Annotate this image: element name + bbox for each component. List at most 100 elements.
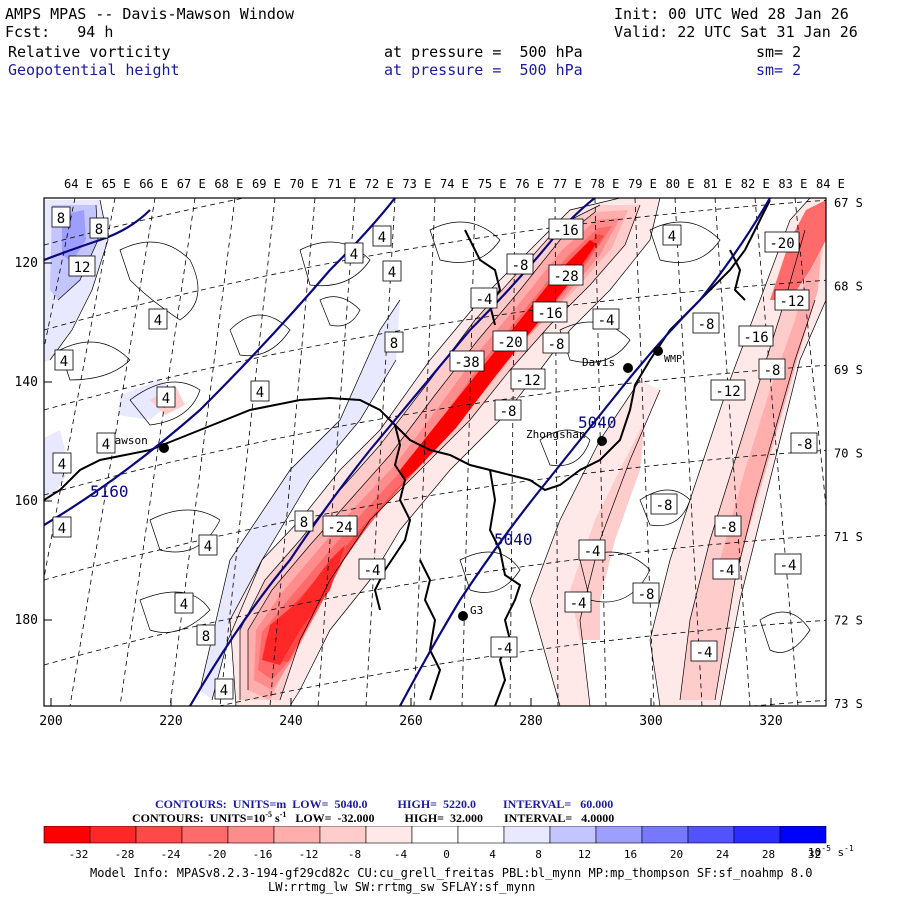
vorticity-label: -4	[496, 641, 513, 657]
latitude-label: 73 S	[834, 697, 863, 711]
colorbar-swatch	[411, 826, 459, 844]
vorticity-label-box	[52, 452, 72, 474]
longitude-label: 65 E	[102, 177, 131, 191]
colorbar-tick-label: -16	[253, 848, 273, 861]
vorticity-label-box	[532, 301, 568, 323]
colorbar-swatch	[457, 826, 505, 844]
vorticity-contour-info: CONTOURS: UNITS=10-5 s-1 LOW= -32.000 HI…	[132, 810, 614, 826]
vorticity-label: -8	[548, 337, 565, 353]
vorticity-label: 12	[74, 260, 91, 276]
vorticity-label: 8	[57, 211, 65, 227]
x-axis-label: 300	[639, 714, 662, 729]
vorticity-label-box	[758, 358, 786, 380]
colorbar-tick-label: -24	[161, 848, 181, 861]
vorticity-label: -20	[769, 236, 794, 252]
station-marker	[623, 363, 633, 373]
vorticity-label: -16	[537, 306, 562, 322]
longitude-label: 78 E	[590, 177, 619, 191]
vorticity-label-box	[692, 312, 720, 334]
field1-name: Relative vorticity	[8, 43, 171, 61]
vorticity-label-box	[322, 515, 358, 537]
colorbar-tick-label: 16	[624, 848, 637, 861]
vorticity-label-box	[54, 349, 74, 371]
vorticity-label-box	[510, 368, 546, 390]
vorticity-label-box	[492, 330, 528, 352]
station-label: Davis	[582, 356, 615, 369]
longitude-label: 67 E	[177, 177, 206, 191]
colorbar-tick-label: 28	[762, 848, 775, 861]
longitude-label: 74 E	[440, 177, 469, 191]
vorticity-label-box	[174, 592, 194, 614]
colorbar-tick-label: 12	[578, 848, 591, 861]
y-axis-label: 120	[15, 256, 38, 271]
vorticity-label: 4	[102, 437, 110, 453]
latitude-label: 70 S	[834, 447, 863, 461]
vorticity-label: 4	[154, 313, 162, 329]
field1-smoothing: sm= 2	[756, 43, 802, 61]
x-axis-labels: 200 220 240 260 280 300 320	[39, 714, 782, 729]
longitude-label: 66 E	[139, 177, 168, 191]
vorticity-label: -12	[515, 373, 540, 389]
vorticity-label: 8	[300, 515, 308, 531]
vorticity-label-box	[68, 255, 96, 277]
vorticity-label-box	[196, 624, 216, 646]
vorticity-label-box	[51, 206, 71, 228]
vorticity-label-box	[738, 325, 774, 347]
vorticity-label: -8	[638, 587, 655, 603]
vorticity-label-box	[764, 231, 800, 253]
vorticity-label-box	[714, 515, 742, 537]
vorticity-label: -4	[718, 563, 735, 579]
vorticity-label: -12	[779, 294, 804, 310]
y-axis-label: 160	[15, 494, 38, 509]
colorbar: -32 -28 -24 -20 -16 -12 -8 -4 0 4 8 12 16 20 24 28 32 10…	[43, 826, 854, 861]
vorticity-label: 4	[58, 457, 66, 473]
longitude-labels: 64 E 65 E 66 E 67 E 68 E 69 E 70 E 71 E 72 E 73 E…	[64, 177, 845, 191]
vorticity-label: 8	[95, 222, 103, 238]
colorbar-tick-label: 32	[808, 848, 821, 861]
x-axis-label: 200	[39, 714, 62, 729]
longitude-label: 82 E	[741, 177, 770, 191]
vorticity-label-box	[490, 636, 518, 658]
longitude-label: 72 E	[365, 177, 394, 191]
vorticity-label: -4	[476, 292, 493, 308]
vort-units-s-exp: -1	[279, 810, 287, 819]
latitude-label: 68 S	[834, 280, 863, 294]
map-fields	[44, 198, 826, 706]
vorticity-label: 8	[202, 629, 210, 645]
vorticity-label: 4	[58, 521, 66, 537]
field1-level: at pressure = 500 hPa	[384, 43, 583, 61]
y-axis-labels: 120 140 160 180	[15, 256, 38, 628]
vorticity-label: 4	[668, 229, 676, 245]
colorbar-tick-label: -8	[348, 848, 361, 861]
valid-time: Valid: 22 UTC Sat 31 Jan 26	[614, 23, 858, 41]
vorticity-label-box	[710, 379, 746, 401]
map-frame	[43, 197, 827, 707]
height-label: 5040	[494, 530, 533, 549]
vorticity-label-box	[198, 534, 218, 556]
model-info-physics: LW:rrtmg_lw SW:rrtmg_sw SFLAY:sf_mynn	[268, 880, 536, 894]
longitude-label: 76 E	[515, 177, 544, 191]
vorticity-label-box	[712, 558, 740, 580]
vorticity-label: 4	[388, 265, 396, 281]
colorbar-swatch	[227, 826, 275, 844]
vorticity-label: 4	[378, 230, 386, 246]
colorbar-swatch	[733, 826, 781, 844]
init-time: Init: 00 UTC Wed 28 Jan 26	[614, 5, 849, 23]
colorbar-unit: 10-5 s-1	[808, 844, 854, 859]
vorticity-label: -8	[796, 437, 813, 453]
longitude-label: 84 E	[816, 177, 845, 191]
x-axis-label: 220	[159, 714, 182, 729]
vorticity-label-box	[52, 516, 72, 538]
vorticity-label-box	[449, 350, 485, 372]
vorticity-label: -8	[512, 258, 529, 274]
vorticity-label-box	[506, 253, 534, 275]
colorbar-swatch	[43, 826, 91, 844]
station-marker	[159, 443, 169, 453]
colorbar-swatch	[503, 826, 551, 844]
vorticity-label-box	[690, 640, 718, 662]
vorticity-label-box	[382, 260, 402, 282]
latitude-label: 69 S	[834, 363, 863, 377]
colorbar-tick-label: 24	[716, 848, 730, 861]
model-info: Model Info: MPASv8.2.3-194-gf29cd82c CU:…	[90, 866, 813, 880]
